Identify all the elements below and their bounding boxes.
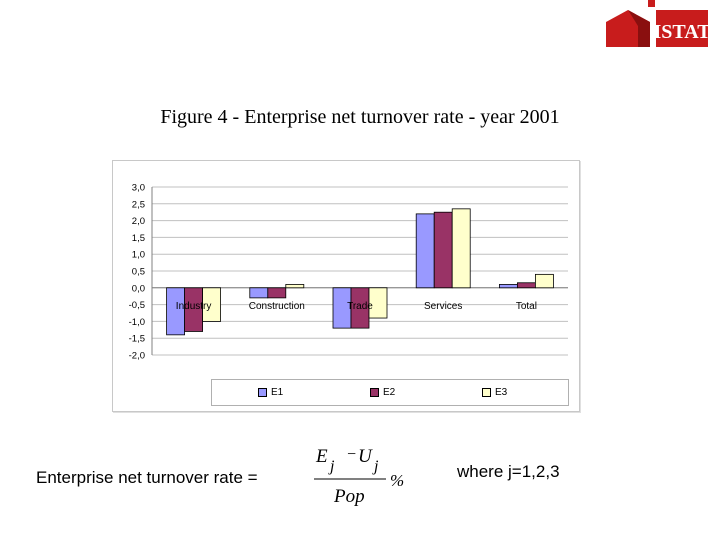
- legend-swatch-e3: [482, 387, 491, 397]
- bar-e2: [516, 282, 536, 289]
- bar-e1: [249, 287, 269, 299]
- formula-percent: %: [390, 471, 404, 490]
- y-tick-label: -1,0: [129, 317, 145, 328]
- figure-title: Figure 4 - Enterprise net turnover rate …: [160, 106, 560, 128]
- chart-legend: E1 E2 E3: [211, 379, 569, 406]
- formula-subscript-1: j: [328, 458, 335, 475]
- legend-swatch-e2: [370, 387, 379, 397]
- legend-label-e1: E1: [271, 386, 284, 398]
- x-category-label: Services: [424, 301, 462, 312]
- y-tick-label: 2,0: [132, 216, 145, 227]
- bar-e3: [451, 208, 471, 289]
- y-tick-label: -2,0: [129, 351, 145, 362]
- where-note: where j=1,2,3: [457, 462, 560, 481]
- y-tick-label: 2,5: [132, 199, 145, 210]
- logo-text: ISTAT: [653, 21, 711, 43]
- bar-e2: [267, 287, 287, 299]
- formula-subscript-2: j: [372, 458, 379, 475]
- y-tick-label: -0,5: [129, 300, 145, 311]
- bar-chart: 3,0 2,5 2,0 1,5 1,0 0,5 0,0 -0,5 -1,0 -1,5 -2,0 Ind…: [129, 183, 568, 362]
- formula-denominator: Pop: [333, 486, 365, 507]
- formula-numerator-u: U: [358, 446, 373, 467]
- x-category-label: Industry: [176, 301, 212, 312]
- x-category-label: Trade: [347, 301, 373, 312]
- istat-logo-graphic: ISTAT: [606, 0, 711, 47]
- legend-item-e2: E2: [370, 386, 395, 398]
- y-tick-label: 0,0: [132, 283, 145, 294]
- formula-label: Enterprise net turnover rate =: [36, 468, 258, 487]
- legend-label-e3: E3: [495, 386, 508, 398]
- bar-e1: [498, 284, 518, 289]
- turnover-formula: E j − U j Pop %: [310, 440, 420, 512]
- x-category-label: Construction: [249, 301, 305, 312]
- legend-swatch-e1: [258, 387, 267, 397]
- bar-e3: [368, 287, 388, 319]
- y-tick-label: 0,5: [132, 267, 145, 278]
- legend-item-e1: E1: [258, 386, 283, 398]
- y-tick-label: 1,5: [132, 233, 145, 244]
- formula-graphic: E j − U j Pop %: [314, 446, 404, 507]
- y-tick-label: 1,0: [132, 250, 145, 261]
- bar-e3: [534, 273, 554, 289]
- formula-numerator-e: E: [315, 446, 328, 467]
- x-category-label: Total: [516, 301, 537, 312]
- formula-minus: −: [346, 446, 357, 463]
- bar-e2: [433, 211, 453, 289]
- y-tick-label: 3,0: [132, 183, 145, 194]
- bar-e3: [202, 287, 221, 322]
- legend-label-e2: E2: [383, 386, 396, 398]
- chart-frame: 3,0 2,5 2,0 1,5 1,0 0,5 0,0 -0,5 -1,0 -1,5 -2,0 Ind…: [112, 160, 580, 412]
- legend-item-e3: E3: [482, 386, 507, 398]
- istat-logo: ISTAT: [604, 0, 714, 50]
- y-tick-label: -1,5: [129, 334, 145, 345]
- bar-e1: [415, 213, 435, 289]
- bar-e3: [285, 284, 305, 289]
